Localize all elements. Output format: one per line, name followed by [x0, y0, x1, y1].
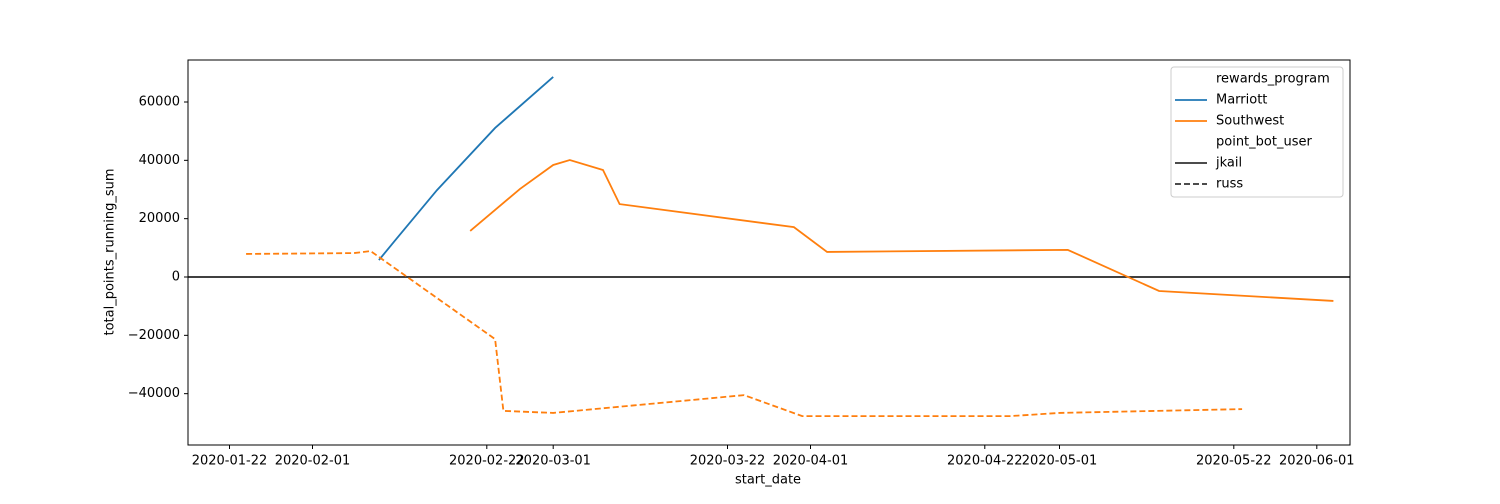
- x-tick-label: 2020-01-22: [192, 454, 268, 469]
- series-line: [246, 250, 1243, 418]
- y-tick-label: −40000: [128, 386, 180, 401]
- y-tick-label: 0: [172, 270, 180, 285]
- y-tick-label: 20000: [139, 211, 180, 226]
- x-tick-label: 2020-05-22: [1196, 454, 1272, 469]
- x-tick-label: 2020-03-22: [690, 454, 766, 469]
- x-axis-label: start_date: [735, 473, 801, 488]
- y-tick-label: 40000: [139, 153, 180, 168]
- legend-label: jkail: [1215, 156, 1242, 171]
- x-tick-label: 2020-02-22: [449, 454, 525, 469]
- series-line: [378, 76, 554, 261]
- legend-label: russ: [1216, 177, 1243, 192]
- x-tick-label: 2020-04-01: [773, 454, 849, 469]
- x-tick-label: 2020-02-01: [275, 454, 351, 469]
- plot-frame: [187, 59, 1351, 446]
- x-tick-label: 2020-06-01: [1279, 454, 1355, 469]
- legend-label: Southwest: [1216, 114, 1284, 129]
- legend-title: rewards_program: [1216, 72, 1330, 87]
- x-tick-label: 2020-04-22: [947, 454, 1023, 469]
- series-line: [469, 159, 1334, 302]
- x-tick-label: 2020-03-01: [515, 454, 591, 469]
- legend-title: point_bot_user: [1216, 135, 1312, 150]
- legend-box: [1170, 66, 1344, 198]
- y-tick-label: −20000: [128, 328, 180, 343]
- y-tick-label: 60000: [139, 95, 180, 110]
- x-tick-label: 2020-05-01: [1022, 454, 1098, 469]
- y-axis-label: total_points_running_sum: [103, 169, 118, 336]
- legend-label: Marriott: [1216, 93, 1267, 108]
